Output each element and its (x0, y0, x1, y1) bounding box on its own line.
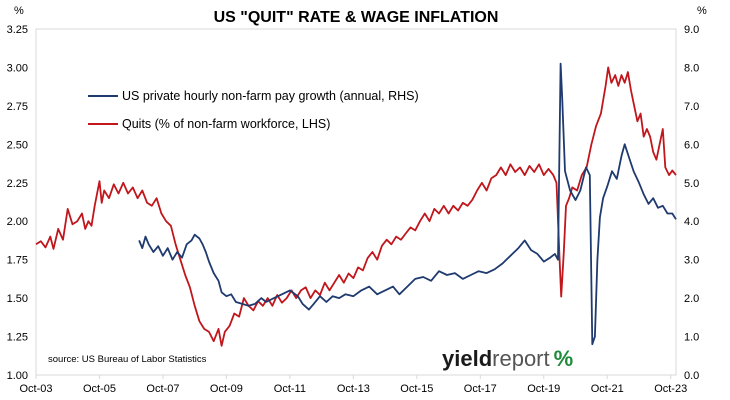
y-tick-right: 4.0 (684, 216, 699, 228)
y-tick-left: 2.00 (7, 216, 28, 228)
x-tick-label: Oct-15 (400, 383, 433, 395)
x-tick-label: Oct-13 (337, 383, 370, 395)
y-tick-left: 1.75 (7, 255, 28, 267)
left-axis-unit: % (14, 5, 24, 17)
source-note: source: US Bureau of Labor Statistics (48, 354, 207, 365)
x-tick-label: Oct-05 (83, 383, 116, 395)
x-tick-label: Oct-09 (210, 383, 243, 395)
y-tick-left: 2.50 (7, 139, 28, 151)
series-line-quits (35, 66, 677, 347)
y-tick-right: 0.0 (684, 370, 699, 382)
x-tick-label: Oct-19 (527, 383, 560, 395)
logo-wordmark: yieldreport% (442, 346, 573, 371)
y-tick-right: 9.0 (684, 24, 699, 36)
legend-label-pay-growth: US private hourly non-farm pay growth (a… (122, 89, 419, 103)
y-tick-left: 2.75 (7, 101, 28, 113)
chart-title: US "QUIT" RATE & WAGE INFLATION (214, 9, 499, 26)
x-tick-label: Oct-23 (654, 383, 687, 395)
y-tick-right: 7.0 (684, 101, 699, 113)
logo-part-yield: yield (442, 346, 492, 371)
y-tick-right: 8.0 (684, 62, 699, 74)
y-tick-left: 2.25 (7, 178, 28, 190)
y-tick-right: 3.0 (684, 255, 699, 267)
legend: US private hourly non-farm pay growth (a… (88, 89, 419, 131)
right-axis-unit: % (697, 5, 707, 17)
y-tick-right: 2.0 (684, 293, 699, 305)
plot-area (35, 28, 677, 376)
y-tick-right: 5.0 (684, 178, 699, 190)
series-lines (35, 62, 677, 347)
right-axis-ticks: 0.0 1.0 2.0 3.0 4.0 5.0 6.0 7.0 8.0 9.0 (684, 24, 699, 382)
x-tick-label: Oct-17 (464, 383, 497, 395)
x-tick-label: Oct-03 (19, 383, 52, 395)
legend-label-quits: Quits (% of non-farm workforce, LHS) (122, 117, 330, 131)
series-line-pay-growth (138, 62, 677, 346)
x-tick-label: Oct-07 (146, 383, 179, 395)
x-tick-label: Oct-21 (591, 383, 624, 395)
y-tick-left: 1.25 (7, 332, 28, 344)
yieldreport-logo: yieldreport% (442, 346, 573, 371)
y-tick-right: 6.0 (684, 139, 699, 151)
logo-part-report: report (492, 346, 549, 371)
y-tick-left: 1.50 (7, 293, 28, 305)
x-axis-ticks: Oct-03 Oct-05 Oct-07 Oct-09 Oct-11 Oct-13 Oct-… (19, 375, 687, 395)
y-tick-left: 1.00 (7, 370, 28, 382)
x-tick-label: Oct-11 (274, 383, 306, 395)
y-tick-left: 3.00 (7, 62, 28, 74)
left-axis-ticks: 1.00 1.25 1.50 1.75 2.00 2.25 2.50 2.75 3.00 3.25 (7, 24, 28, 382)
y-tick-left: 3.25 (7, 24, 28, 36)
y-tick-right: 1.0 (684, 332, 699, 344)
logo-part-percent: % (554, 346, 574, 371)
